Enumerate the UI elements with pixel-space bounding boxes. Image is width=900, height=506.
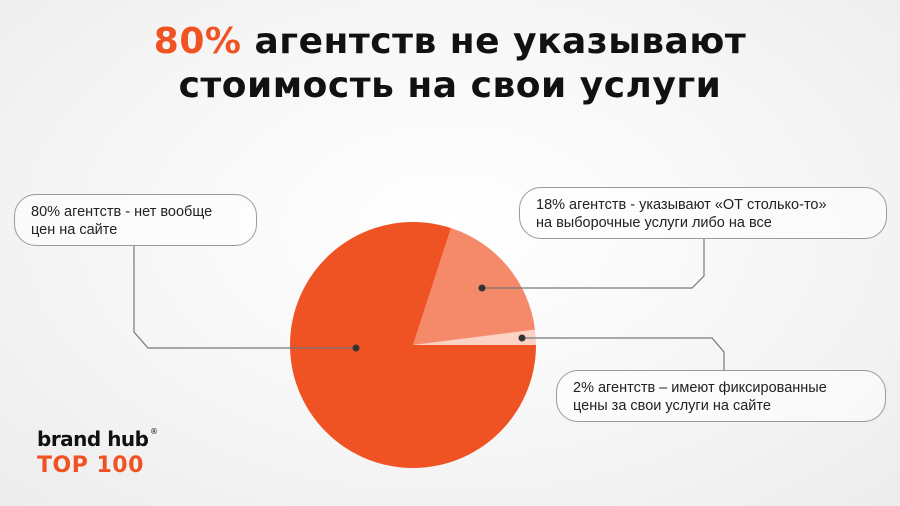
brand-name: brand hub ®	[37, 427, 158, 451]
leader-2-line	[522, 337, 725, 370]
callout-18-line-2: на выборочные услуги либо на все	[536, 215, 772, 231]
callout-18-percent: 18% агентств - указывают «ОТ столько-то»…	[519, 187, 887, 239]
callout-80-line-1: 80% агентств - нет вообще	[31, 204, 213, 220]
callout-80-line-2: цен на сайте	[31, 222, 118, 238]
callout-18-line-1: 18% агентств - указывают «ОТ столько-то»	[536, 197, 827, 213]
brand-name-text: brand hub	[37, 427, 149, 451]
leader-18-dot	[478, 284, 486, 292]
leader-2-dot	[518, 334, 526, 342]
pie-slice-18	[413, 228, 536, 345]
leader-18-line	[482, 239, 705, 289]
title-accent: 80%	[153, 21, 242, 62]
title-line-1: 80% агентств не указывают	[0, 20, 900, 64]
callout-2-percent: 2% агентств – имеют фиксированные цены з…	[556, 370, 886, 422]
pie-slice-2	[413, 329, 536, 345]
brand-registered-mark: ®	[150, 427, 158, 436]
callout-2-line-2: цены за свои услуги на сайте	[573, 398, 771, 414]
leader-80-line	[133, 246, 356, 349]
page-title: 80% агентств не указывают стоимость на с…	[0, 20, 900, 108]
callout-2-line-1: 2% агентств – имеют фиксированные	[573, 380, 827, 396]
callout-80-percent: 80% агентств - нет вообще цен на сайте	[14, 194, 257, 246]
pie-slice-80	[289, 222, 536, 468]
brand-logo: brand hub ® TOP 100	[37, 427, 158, 478]
brand-tagline: TOP 100	[37, 453, 144, 478]
title-line-1-text: агентств не указывают	[254, 21, 747, 62]
title-line-2: стоимость на свои услуги	[178, 65, 722, 106]
leader-80-dot	[352, 344, 360, 352]
